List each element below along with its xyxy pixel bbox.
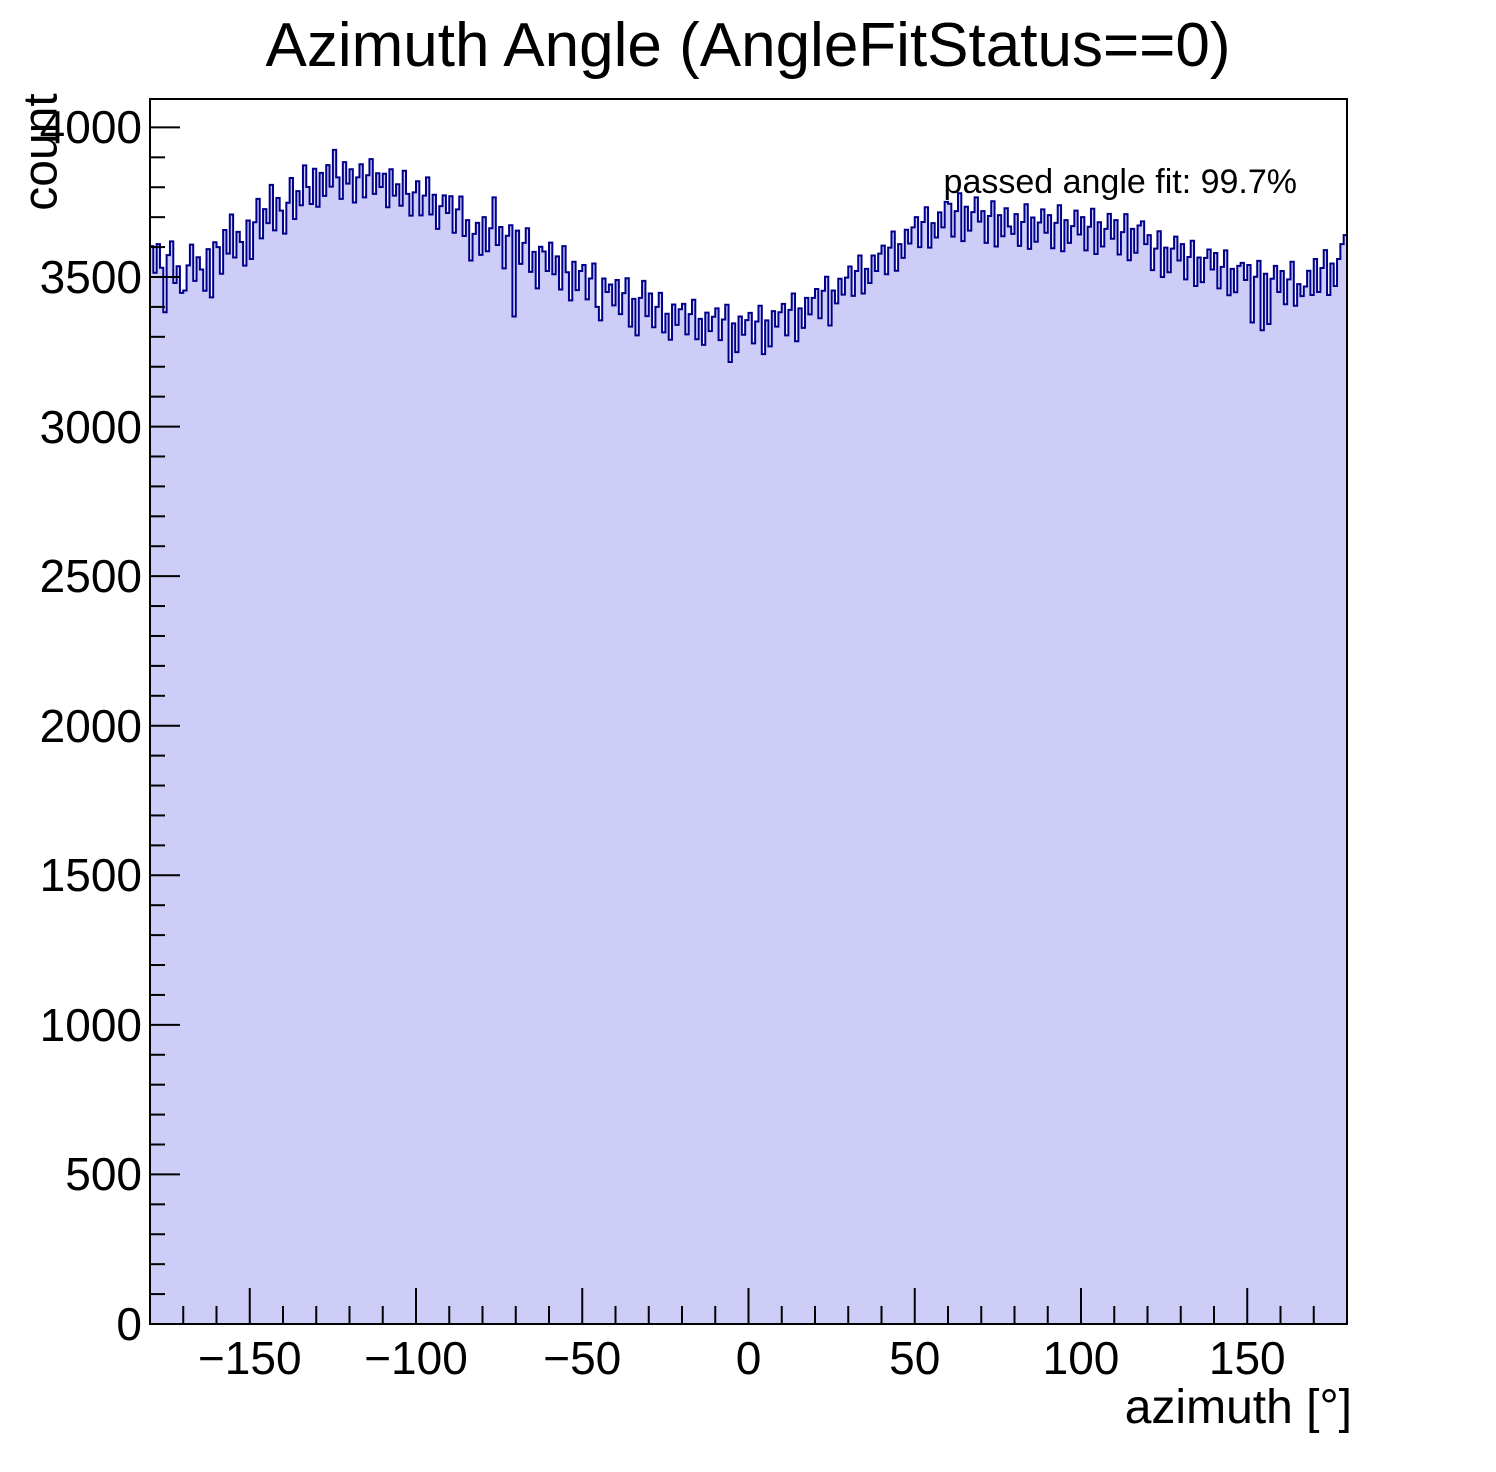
histogram-fill-area	[150, 149, 1347, 1325]
y-tick-label: 2500	[39, 550, 142, 603]
y-tick-label: 0	[116, 1298, 142, 1350]
x-tick-label: −100	[364, 1332, 468, 1384]
y-tick-label: 3000	[39, 400, 142, 453]
x-tick-label: 0	[735, 1332, 762, 1384]
axis-ticks	[150, 126, 1315, 1325]
y-tick-label: 3500	[39, 250, 142, 303]
y-tick-label: 4000	[39, 101, 142, 154]
x-tick-label: 100	[1042, 1332, 1120, 1384]
x-axis-title: azimuth [°]	[1124, 1381, 1352, 1434]
y-tick-label: 1000	[39, 998, 142, 1051]
x-tick-label: 50	[889, 1332, 941, 1384]
stat-annotation: passed angle fit: 99.7%	[943, 163, 1297, 201]
x-tick-label: −50	[543, 1332, 622, 1384]
y-tick-label: 2000	[39, 699, 142, 752]
histogram-outline	[149, 148, 1348, 1324]
y-tick-label: 500	[65, 1148, 142, 1201]
x-tick-label: 150	[1208, 1332, 1286, 1384]
chart-title: Azimuth Angle (AngleFitStatus==0)	[265, 11, 1231, 80]
x-tick-label: −150	[197, 1332, 302, 1384]
y-tick-label: 1500	[39, 849, 142, 902]
